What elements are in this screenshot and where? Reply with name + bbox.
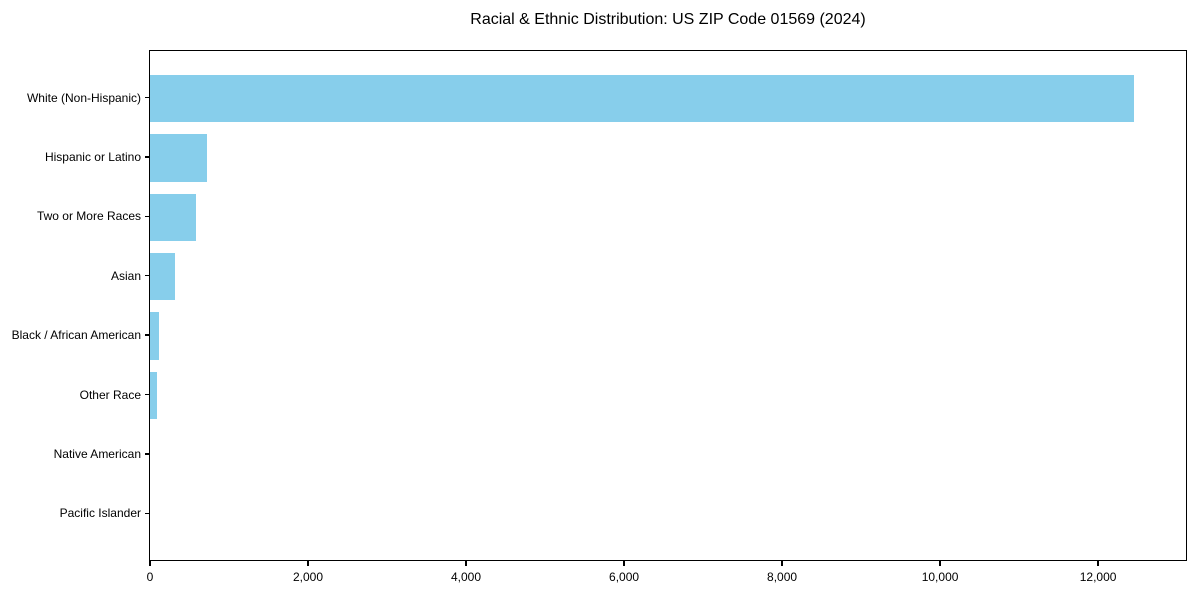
chart-title: Racial & Ethnic Distribution: US ZIP Cod…	[470, 11, 866, 28]
y-tick-mark	[145, 274, 149, 277]
y-tick-label: Black / African American	[11, 328, 141, 343]
bar-other-race	[150, 371, 158, 420]
y-tick-mark	[145, 215, 149, 218]
y-tick-label: Other Race	[79, 387, 141, 402]
bar-hispanic-or-latino	[150, 134, 207, 182]
x-tick-label: 8,000	[767, 570, 798, 584]
bar-two-or-more-races	[150, 193, 196, 242]
y-tick-label: Native American	[53, 446, 141, 461]
x-tick-label: 6,000	[609, 570, 640, 584]
y-tick-mark	[145, 96, 149, 99]
y-tick-label: Asian	[110, 268, 141, 283]
x-tick-label: 12,000	[1079, 570, 1117, 584]
bar-black-african-american	[150, 312, 160, 360]
bar-asian	[150, 252, 175, 301]
y-tick-label: Pacific Islander	[59, 506, 141, 521]
y-tick-label: White (Non-Hispanic)	[26, 90, 141, 105]
y-tick-label: Hispanic or Latino	[44, 149, 141, 164]
x-tick-mark	[465, 561, 467, 566]
y-tick-mark	[145, 393, 149, 396]
bar-white-non-hispanic	[150, 74, 1134, 123]
x-tick-label: 10,000	[921, 570, 959, 584]
y-tick-label: Two or More Races	[36, 209, 141, 224]
plot-area	[149, 50, 1187, 561]
x-tick-mark	[781, 561, 783, 566]
x-tick-mark	[307, 561, 309, 566]
x-tick-mark	[939, 561, 941, 566]
x-tick-mark	[623, 561, 625, 566]
y-tick-mark	[145, 512, 149, 515]
y-tick-mark	[145, 453, 149, 455]
x-tick-mark	[149, 561, 151, 566]
x-tick-mark	[1097, 561, 1099, 566]
y-tick-mark	[145, 156, 149, 158]
x-tick-label: 2,000	[292, 570, 324, 584]
y-tick-mark	[145, 334, 149, 336]
x-tick-label: 4,000	[451, 570, 482, 584]
x-tick-label: 0	[146, 570, 154, 584]
